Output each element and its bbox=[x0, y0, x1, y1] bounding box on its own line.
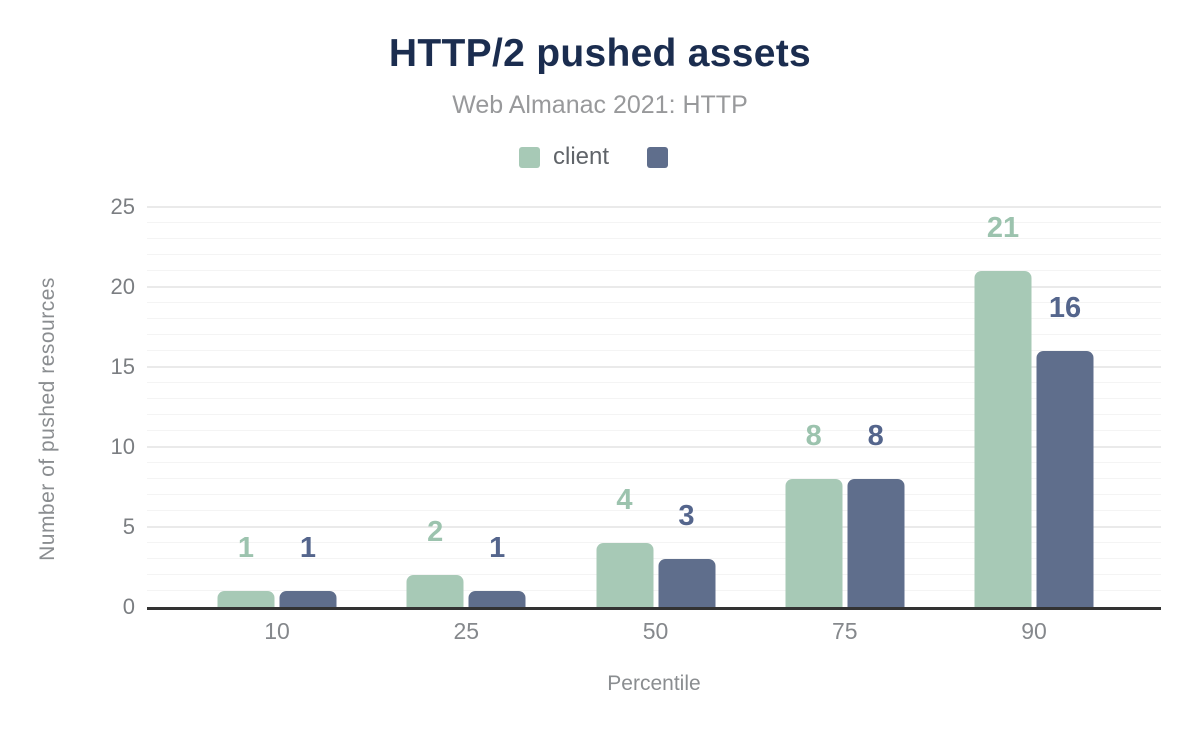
major-gridline-y25 bbox=[147, 206, 1161, 208]
major-gridline-y5 bbox=[147, 526, 1161, 528]
bar-client-p50[interactable]: 4 bbox=[596, 486, 653, 607]
minor-gridline-y12 bbox=[147, 414, 1161, 415]
y-tick-label-0: 0 bbox=[122, 594, 135, 619]
bar-value-label-client-p50: 4 bbox=[616, 484, 633, 516]
bar-series2-p25[interactable]: 1 bbox=[468, 534, 526, 607]
bar-value-label-client-p25: 2 bbox=[427, 516, 444, 548]
bar-value-label-series2-p10: 1 bbox=[299, 532, 317, 564]
minor-gridline-y8 bbox=[147, 478, 1161, 479]
minor-gridline-y6 bbox=[147, 510, 1161, 511]
minor-gridline-y4 bbox=[147, 542, 1161, 543]
x-tick-label-90: 90 bbox=[1021, 618, 1047, 644]
minor-gridline-y19 bbox=[147, 302, 1161, 303]
minor-gridline-y11 bbox=[147, 430, 1161, 431]
bar-client-p10[interactable]: 1 bbox=[217, 534, 275, 607]
major-gridline-y10 bbox=[147, 446, 1161, 448]
bar-series2-p75[interactable]: 8 bbox=[847, 422, 905, 607]
x-tick-label-75: 75 bbox=[831, 618, 858, 644]
major-gridline-y15 bbox=[147, 366, 1161, 368]
legend-item-client[interactable]: client bbox=[518, 143, 610, 171]
minor-gridline-y13 bbox=[147, 398, 1161, 399]
legend: client bbox=[0, 143, 1200, 171]
bar-client-p90[interactable]: 21 bbox=[974, 214, 1032, 607]
minor-gridline-y22 bbox=[147, 254, 1161, 255]
minor-gridline-y23 bbox=[147, 238, 1161, 239]
legend-swatch-client bbox=[518, 146, 540, 168]
minor-gridline-y7 bbox=[147, 494, 1161, 495]
minor-gridline-y3 bbox=[147, 558, 1161, 559]
bar-value-label-series2-p90: 16 bbox=[1048, 292, 1082, 324]
minor-gridline-y2 bbox=[147, 574, 1161, 575]
y-tick-label-15: 15 bbox=[110, 354, 135, 379]
x-tick-label-50: 50 bbox=[642, 618, 669, 644]
bar-value-label-series2-p25: 1 bbox=[489, 532, 506, 564]
minor-gridline-y9 bbox=[147, 462, 1161, 463]
minor-gridline-y1 bbox=[147, 590, 1161, 591]
minor-gridline-y18 bbox=[147, 318, 1161, 319]
bar-group-p90: 21 16 bbox=[974, 214, 1094, 607]
y-tick-label-10: 10 bbox=[110, 434, 135, 459]
bar-series2-p50[interactable]: 3 bbox=[658, 502, 715, 607]
bar-value-label-client-p75: 8 bbox=[805, 420, 822, 452]
legend-label-client: client bbox=[552, 143, 610, 170]
x-axis-title: Percentile bbox=[607, 672, 701, 695]
chart-title: HTTP/2 pushed assets bbox=[388, 32, 812, 75]
x-axis-baseline bbox=[147, 607, 1161, 610]
minor-gridline-y14 bbox=[147, 382, 1161, 383]
bar-client-p25[interactable]: 2 bbox=[406, 518, 464, 607]
y-tick-label-5: 5 bbox=[122, 514, 135, 539]
bar-value-label-client-p90: 21 bbox=[986, 212, 1020, 244]
x-tick-label-10: 10 bbox=[264, 618, 290, 644]
bar-value-label-client-p10: 1 bbox=[237, 532, 255, 564]
bar-value-label-series2-p50: 3 bbox=[678, 500, 695, 532]
bar-series2-p10[interactable]: 1 bbox=[279, 534, 337, 607]
minor-gridline-y21 bbox=[147, 270, 1161, 271]
major-gridline-y20 bbox=[147, 286, 1161, 288]
bar-client-p75[interactable]: 8 bbox=[785, 422, 843, 607]
legend-item-series2[interactable] bbox=[647, 146, 681, 168]
y-tick-label-25: 25 bbox=[110, 194, 135, 219]
legend-swatch-series2 bbox=[647, 146, 669, 168]
minor-gridline-y17 bbox=[147, 334, 1161, 335]
plot-area: 1 1 10 2 1 25 4 3 50 8 8 75 21 16 90 0 5 10 15 20 25 bbox=[111, 196, 1161, 643]
bar-series2-p90[interactable]: 16 bbox=[1036, 294, 1094, 607]
minor-gridline-y16 bbox=[147, 350, 1161, 351]
x-tick-label-25: 25 bbox=[453, 618, 480, 644]
minor-gridline-y24 bbox=[147, 222, 1161, 223]
chart-subtitle: Web Almanac 2021: HTTP bbox=[452, 91, 748, 119]
bar-value-label-series2-p75: 8 bbox=[867, 420, 884, 452]
y-tick-label-20: 20 bbox=[110, 274, 135, 299]
y-axis-title: Number of pushed resources bbox=[36, 277, 59, 561]
